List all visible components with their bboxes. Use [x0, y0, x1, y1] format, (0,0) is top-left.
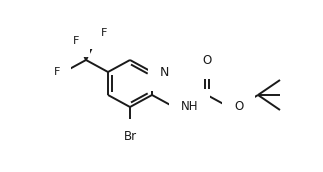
Text: O: O: [234, 100, 243, 114]
Text: Br: Br: [123, 131, 137, 143]
Text: F: F: [54, 67, 60, 77]
Text: F: F: [73, 36, 79, 46]
Text: O: O: [203, 55, 212, 67]
Text: NH: NH: [181, 100, 199, 114]
Text: F: F: [101, 28, 107, 38]
Text: N: N: [160, 66, 169, 78]
